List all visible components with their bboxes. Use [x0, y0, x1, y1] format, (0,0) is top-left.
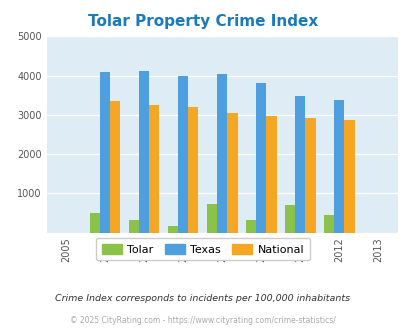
Bar [207, 204, 217, 233]
Bar [305, 117, 315, 233]
Bar [323, 215, 333, 233]
Bar [129, 220, 139, 233]
Bar [110, 101, 120, 233]
Bar [343, 119, 354, 233]
Legend: Tolar, Texas, National: Tolar, Texas, National [96, 238, 309, 260]
Text: © 2025 CityRating.com - https://www.cityrating.com/crime-statistics/: © 2025 CityRating.com - https://www.city… [70, 316, 335, 325]
Bar [188, 107, 198, 233]
Bar [284, 205, 294, 233]
Bar [217, 74, 227, 233]
Bar [178, 76, 188, 233]
Bar [100, 72, 110, 233]
Bar [168, 226, 178, 233]
Bar [245, 220, 256, 233]
Bar [149, 105, 159, 233]
Bar [256, 83, 266, 233]
Bar [294, 96, 305, 233]
Bar [139, 71, 149, 233]
Bar [266, 116, 276, 233]
Text: Tolar Property Crime Index: Tolar Property Crime Index [87, 14, 318, 29]
Text: Crime Index corresponds to incidents per 100,000 inhabitants: Crime Index corresponds to incidents per… [55, 294, 350, 303]
Bar [333, 100, 343, 233]
Bar [90, 214, 100, 233]
Bar [227, 113, 237, 233]
